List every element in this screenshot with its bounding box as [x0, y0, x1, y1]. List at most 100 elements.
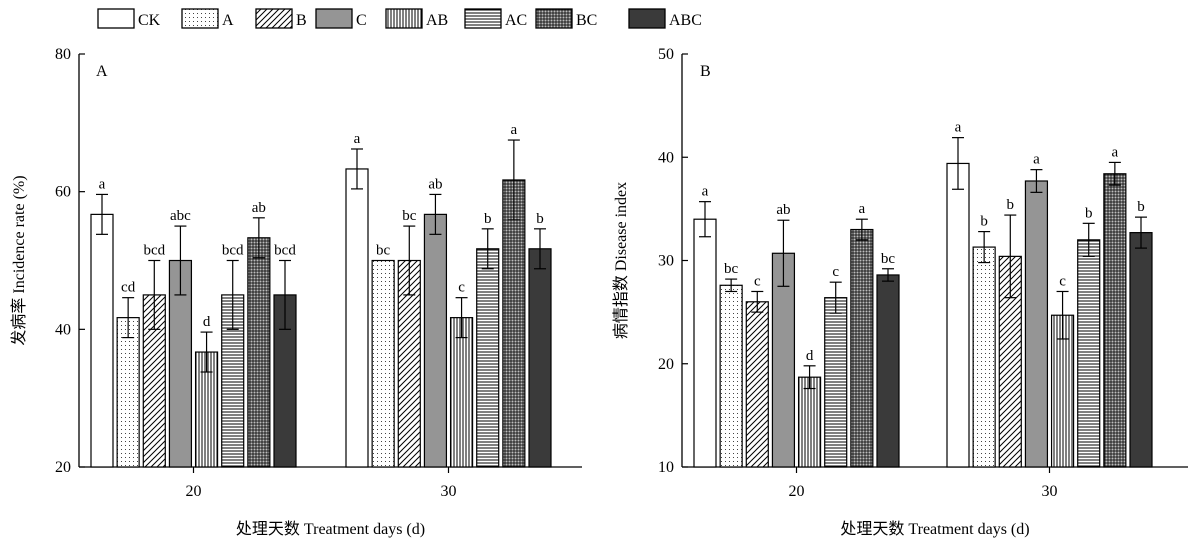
y-tick-label: 40: [55, 321, 71, 338]
bar: [345, 168, 369, 468]
bar-group-bc: a: [1103, 144, 1127, 468]
bar: [972, 246, 996, 468]
bar-group-abc: bcd: [273, 243, 297, 468]
x-tick-label: 30: [1042, 483, 1058, 500]
bar-group-abc: b: [528, 211, 552, 468]
legend-label: ABC: [669, 12, 702, 29]
bar: [449, 317, 474, 468]
bar-group-ac: b: [476, 211, 500, 468]
significance-label: abc: [170, 208, 191, 224]
bar: [90, 213, 114, 468]
x-tick-label: 20: [789, 483, 805, 500]
bar-group-ac: c: [824, 264, 848, 468]
bar-group-a: cd: [116, 280, 140, 468]
y-axis-label: 病情指数 Disease index: [612, 182, 630, 339]
y-tick-label: 80: [55, 46, 71, 63]
legend-label: AC: [505, 12, 527, 29]
significance-label: a: [354, 131, 361, 147]
y-tick-label: 60: [55, 184, 71, 201]
significance-label: b: [1085, 205, 1093, 221]
legend-swatch: [97, 8, 135, 29]
panel-b: 10 20 30 40 50 B 病情指数 Disease index 处理天数 Treatm…: [612, 46, 1188, 538]
significance-label: b: [1137, 199, 1145, 215]
x-axis-label: 处理天数 Treatment days (d): [236, 520, 425, 538]
bar-group-ab: d: [797, 348, 822, 468]
significance-label: a: [955, 120, 962, 136]
significance-label: d: [806, 348, 814, 364]
bar: [1129, 232, 1153, 468]
legend-swatch: [464, 8, 502, 29]
legend-label: CK: [138, 12, 161, 29]
bar-group-c: abc: [168, 208, 193, 468]
x-tick-label: 30: [441, 483, 457, 500]
bar-group-abc: bc: [876, 251, 900, 468]
legend-item-b: B: [255, 8, 307, 29]
bar-group-a: bc: [371, 243, 395, 468]
bar-group-ac: b: [1077, 205, 1101, 468]
bar: [1103, 173, 1127, 468]
bar-group-ab: c: [449, 280, 474, 468]
bar: [946, 162, 970, 468]
panel-a: 20 40 60 80 A 发病率 Incidence rate (%) 处理天数 Trea…: [10, 46, 582, 538]
y-axis-label: 发病率 Incidence rate (%): [10, 175, 28, 345]
bar: [502, 179, 526, 468]
bar-group-bc: a: [502, 122, 526, 468]
bar-group-b: bcd: [142, 243, 166, 468]
x-tick-label: 20: [186, 483, 202, 500]
bar: [824, 297, 848, 468]
legend-label: BC: [576, 12, 597, 29]
significance-label: bcd: [222, 243, 244, 259]
plot-area: 20 40 60 80 A 发病率 Incidence rate (%) 处理天数 Trea…: [10, 46, 1188, 538]
bar-group-bc: ab: [247, 200, 271, 468]
bar-group-ck: a: [90, 176, 114, 468]
y-tick-label: 50: [658, 46, 674, 63]
significance-label: ab: [252, 200, 266, 216]
significance-label: c: [832, 264, 839, 280]
legend-item-ac: AC: [464, 8, 527, 29]
legend-label: B: [296, 12, 307, 29]
bar-group-c: ab: [423, 176, 448, 468]
bar-group-c: ab: [771, 202, 796, 468]
legend-swatch: [181, 8, 219, 29]
y-tick-label: 30: [658, 253, 674, 270]
panel-letter: A: [96, 63, 108, 80]
bar: [116, 317, 140, 468]
bar-group-b: c: [745, 273, 769, 468]
legend-swatch: [255, 8, 293, 29]
significance-label: bcd: [143, 243, 165, 259]
legend-item-c: C: [315, 8, 367, 29]
legend-label: AB: [426, 12, 448, 29]
significance-label: b: [536, 211, 544, 227]
bar-group-b: bc: [397, 208, 421, 468]
bar: [1024, 180, 1049, 468]
bar-group-bc: a: [850, 201, 874, 468]
panel-letter: B: [700, 63, 711, 80]
legend-item-ab: AB: [385, 8, 448, 29]
legend-swatch: [535, 8, 573, 29]
legend-item-bc: BC: [535, 8, 597, 29]
bar: [797, 376, 822, 468]
bar-group-ck: a: [693, 184, 717, 468]
significance-label: bc: [881, 251, 896, 267]
y-tick-label: 20: [55, 459, 71, 476]
bar-group-a: bc: [719, 261, 743, 468]
y-tick-label: 10: [658, 459, 674, 476]
bar: [719, 284, 743, 468]
y-tick-label: 40: [658, 149, 674, 166]
bar: [876, 274, 900, 468]
legend-item-ck: CK: [97, 8, 161, 29]
significance-label: cd: [121, 280, 136, 296]
significance-label: c: [754, 273, 761, 289]
legend: CK A B C AB AC BC ABC: [97, 8, 702, 29]
bar: [528, 248, 552, 468]
significance-label: a: [511, 122, 518, 138]
legend-swatch: [385, 8, 423, 29]
bar-group-abc: b: [1129, 199, 1153, 468]
bar: [850, 228, 874, 468]
bar: [1077, 239, 1101, 468]
significance-label: b: [484, 211, 492, 227]
bar: [371, 259, 395, 468]
bar-group-ac: bcd: [221, 243, 245, 468]
